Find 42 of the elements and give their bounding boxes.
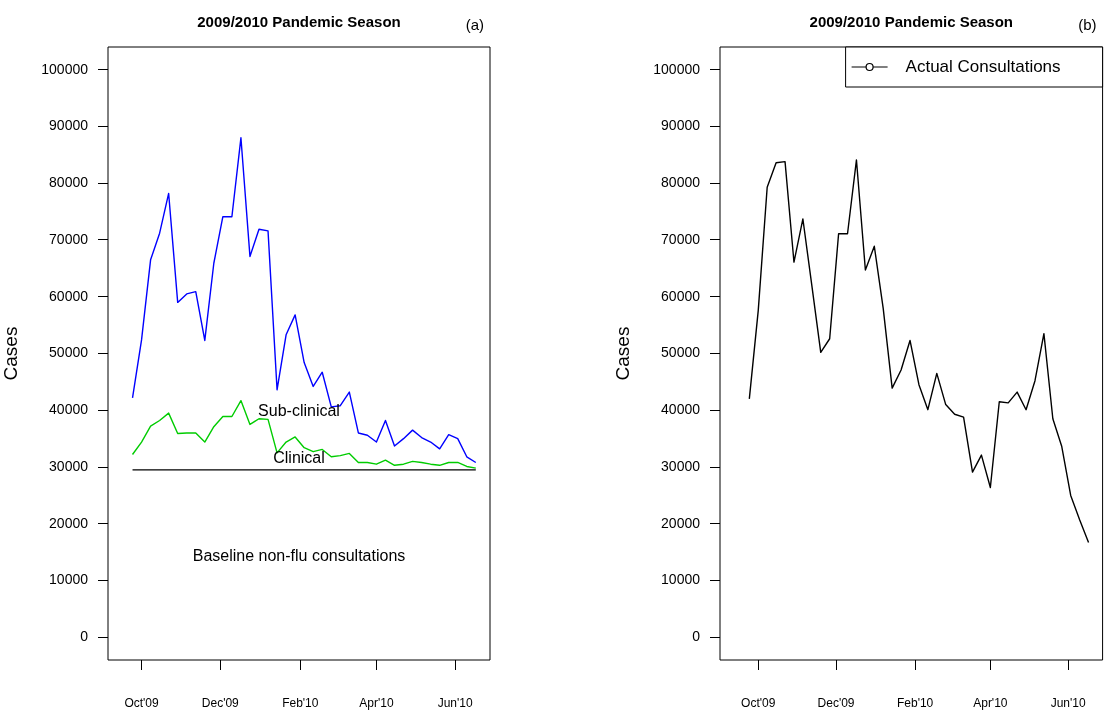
text: (a) [465, 16, 484, 34]
x-tick-label: Apr'10 [359, 695, 394, 710]
y-tick-label: 80000 [661, 174, 701, 191]
x-tick-label: Jun'10 [437, 695, 473, 710]
y-tick-label: 30000 [49, 457, 89, 474]
text: (b) [1078, 16, 1097, 34]
x-tick-label: Jun'10 [1050, 695, 1086, 710]
y-tick-label: 80000 [49, 174, 89, 191]
y-tick-label: 20000 [661, 514, 701, 531]
y-tick-label: 100000 [653, 60, 701, 77]
annotation: Baseline non-flu consultations [192, 547, 406, 565]
y-tick-label: 50000 [49, 344, 89, 361]
y-tick-label: 90000 [661, 117, 701, 134]
chart-title: 2009/2010 Pandemic Season [197, 13, 401, 31]
y-tick-label: 90000 [49, 117, 89, 134]
x-tick-label: Oct'09 [124, 695, 160, 710]
y-tick-label: 100000 [41, 60, 89, 77]
y-tick-label: 70000 [49, 230, 89, 247]
y-tick-label: 60000 [49, 287, 89, 304]
x-tick-label: Oct'09 [741, 695, 776, 710]
y-axis-title: Cases [611, 326, 633, 381]
y-tick-label: 10000 [49, 571, 89, 588]
y-tick-label: 60000 [661, 287, 701, 304]
y-tick-label: 40000 [661, 401, 701, 418]
y-tick-label: 20000 [49, 514, 89, 531]
annotation: Sub-clinical [258, 402, 340, 420]
chart-title: 2009/2010 Pandemic Season [809, 13, 1014, 31]
x-tick-label: Apr'10 [973, 695, 1008, 710]
y-tick-label: 40000 [49, 401, 89, 418]
x-tick-label: Feb'10 [282, 695, 319, 710]
y-tick-label: 0 [80, 628, 89, 645]
y-tick-label: 50000 [661, 344, 701, 361]
y-axis-title: Cases [0, 326, 21, 381]
y-tick-label: 10000 [661, 571, 701, 588]
y-tick-label: 0 [692, 628, 701, 645]
x-tick-label: Feb'10 [896, 695, 934, 710]
annotation: Clinical [273, 449, 325, 467]
x-tick-label: Dec'09 [817, 695, 855, 710]
y-tick-label: 70000 [661, 230, 701, 247]
y-tick-label: 30000 [661, 457, 701, 474]
legend-label: Actual Consultations [905, 56, 1061, 76]
x-tick-label: Dec'09 [201, 695, 240, 710]
